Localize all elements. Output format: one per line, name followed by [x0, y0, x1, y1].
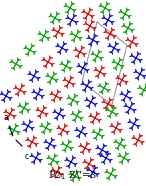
Text: a: a: [4, 113, 8, 122]
Text: P2$_1$ Z\'=3: P2$_1$ Z\'=3: [48, 169, 98, 182]
Text: c: c: [25, 152, 29, 161]
